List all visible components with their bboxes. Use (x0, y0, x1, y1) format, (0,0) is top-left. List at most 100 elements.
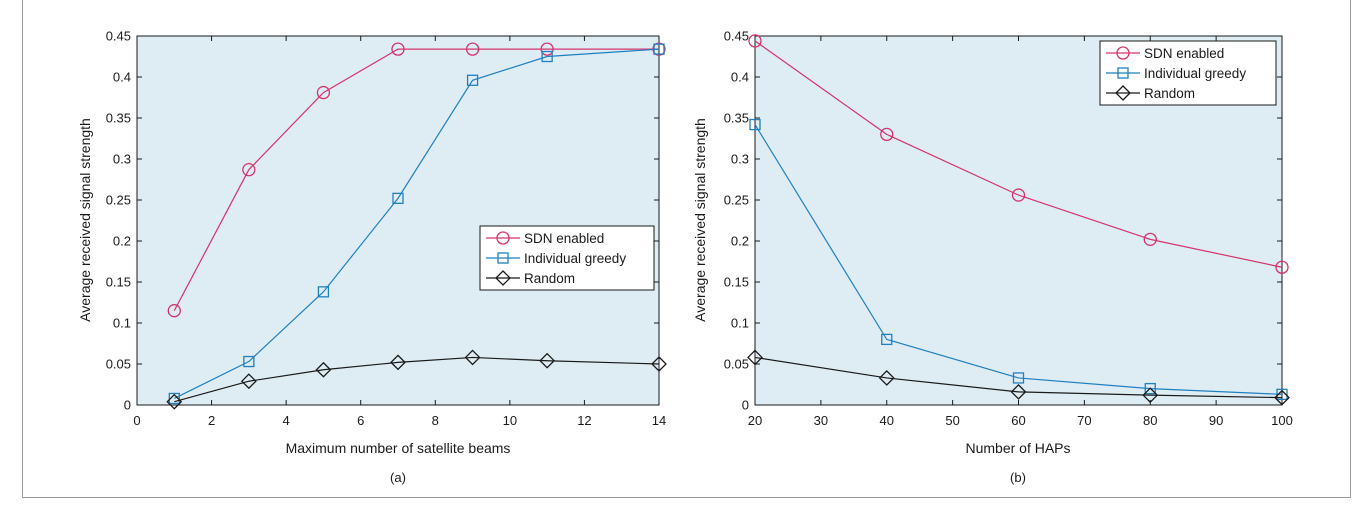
chart-a-point-individual-greedy (168, 392, 180, 405)
chart-a-point-individual-greedy (653, 43, 665, 55)
chart-a-legend-item-random: Random (486, 270, 575, 286)
chart-a-y-tick-label: 0 (124, 398, 131, 413)
chart-b-y-tick-label: 0.35 (724, 111, 749, 126)
chart-a-point-random (315, 361, 332, 378)
chart-b-point-individual-greedy (881, 333, 893, 346)
chart-b-x-tick-label: 40 (880, 413, 894, 428)
chart-b-caption: (b) (1010, 470, 1026, 485)
chart-b-legend-marker (1115, 85, 1131, 101)
chart-b-y-tick-labels: 0 0.05 0.1 0.15 0.2 0.25 0.3 0.35 0.4 0.45 (724, 29, 749, 413)
chart-a-x-tick-label: 0 (133, 413, 140, 428)
chart-a-point-individual-greedy (466, 74, 479, 86)
chart-b-x-tick-label: 80 (1143, 413, 1157, 428)
chart-a-point-random (539, 352, 556, 369)
chart-b-legend-label: Random (1144, 86, 1195, 101)
chart-b-x-tick-label: 30 (814, 413, 828, 428)
chart-b-y-tick-label: 0.4 (731, 70, 749, 85)
chart-b-legend-items: SDN enabled Individual greedy Random (1106, 46, 1246, 101)
chart-a-y-axis-label: Average received signal strength (77, 118, 93, 322)
chart-a-tick-marks (136, 35, 660, 406)
chart-a-series-individual-greedy (168, 43, 665, 405)
chart-a-point-sdn-enabled (540, 42, 554, 56)
chart-b-series-random (747, 349, 1290, 406)
chart-b-y-tick-label: 0.45 (724, 29, 749, 44)
chart-a-legend: SDN enabled Individual greedy Random (479, 225, 655, 291)
chart-a-y-tick-label: 0.3 (113, 152, 131, 167)
chart-a-point-sdn-enabled (242, 163, 256, 177)
chart-b-y-tick-label: 0.1 (731, 316, 749, 331)
chart-b-y-tick-label: 0.05 (724, 357, 749, 372)
chart-b-legend: SDN enabled Individual greedy Random (1099, 40, 1277, 106)
chart-b-point-individual-greedy (1144, 382, 1156, 395)
chart-b-legend-item-sdn-enabled: SDN enabled (1106, 46, 1224, 61)
chart-b-line-individual-greedy (754, 124, 1283, 395)
chart-a-series (166, 42, 667, 410)
chart-a-line-sdn-enabled (173, 48, 659, 311)
chart-a-point-individual-greedy (541, 50, 553, 63)
chart-b-point-sdn-enabled (1011, 188, 1026, 202)
chart-b-legend-marker (1116, 46, 1130, 60)
chart-a-legend-marker (497, 252, 509, 264)
chart-a-x-tick-label: 6 (357, 413, 364, 428)
chart-a-legend-item-sdn-enabled: SDN enabled (486, 231, 604, 246)
chart-b-point-random (747, 349, 763, 366)
chart-a-point-random (390, 354, 406, 371)
chart-b-series (747, 34, 1290, 406)
chart-b-point-sdn-enabled (1143, 232, 1157, 247)
chart-a-x-tick-label: 8 (432, 413, 439, 428)
chart-a-point-sdn-enabled (167, 304, 181, 318)
chart-b-y-tick-label: 0.2 (731, 234, 749, 249)
chart-b-y-tick-label: 0 (742, 398, 749, 413)
chart-b-point-sdn-enabled (1275, 260, 1289, 274)
chart-b-y-tick-label: 0.3 (731, 152, 749, 167)
chart-a-y-tick-label: 0.15 (106, 275, 131, 290)
chart-a-x-tick-label: 14 (652, 413, 666, 428)
chart-a-x-tick-label: 12 (577, 413, 591, 428)
chart-b-point-random (878, 370, 895, 386)
chart-a: 0 2 4 6 8 10 12 14 0 0.05 0.1 0.15 0.2 0.25 0.3 0.35 0.… (77, 29, 667, 485)
chart-a-point-random (651, 356, 667, 372)
chart-a-series-random (166, 349, 667, 410)
chart-a-y-tick-label: 0.1 (113, 316, 131, 331)
chart-b-y-tick-label: 0.15 (724, 275, 749, 290)
chart-b-x-tick-labels: 20 30 40 50 60 70 80 90 100 (748, 413, 1293, 428)
chart-a-y-tick-label: 0.35 (106, 111, 131, 126)
chart-b-series-sdn-enabled (748, 34, 1289, 274)
chart-b-point-individual-greedy (1276, 388, 1288, 400)
chart-a-legend-label: SDN enabled (524, 231, 604, 246)
chart-b-point-random (1142, 387, 1159, 404)
chart-b-point-sdn-enabled (880, 127, 894, 142)
chart-a-legend-label: Individual greedy (524, 251, 626, 266)
chart-b-x-tick-label: 20 (748, 413, 762, 428)
chart-a-legend-item-individual-greedy: Individual greedy (486, 251, 626, 266)
chart-b-point-random (1274, 389, 1290, 406)
chart-b-x-tick-label: 70 (1077, 413, 1091, 428)
chart-a-x-tick-label: 4 (283, 413, 290, 428)
chart-a-y-tick-labels: 0 0.05 0.1 0.15 0.2 0.25 0.3 0.35 0.4 0.45 (106, 29, 131, 413)
chart-a-point-random (166, 393, 183, 410)
chart-a-x-tick-labels: 0 2 4 6 8 10 12 14 (133, 413, 666, 428)
chart-a-point-random (464, 349, 481, 366)
chart-b-series-individual-greedy (749, 118, 1288, 400)
chart-a-point-sdn-enabled (316, 85, 331, 100)
chart-b-x-tick-label: 50 (945, 413, 959, 428)
chart-a-point-individual-greedy (317, 286, 330, 298)
chart-a-x-tick-label: 10 (503, 413, 517, 428)
chart-a-legend-label: Random (524, 271, 575, 286)
chart-a-x-axis-label: Maximum number of satellite beams (286, 440, 511, 456)
chart-a-plot-area (136, 35, 660, 406)
chart-a-legend-marker (495, 270, 511, 286)
chart-a-point-random (240, 373, 257, 390)
chart-b-x-tick-label: 100 (1271, 413, 1293, 428)
chart-b-legend-marker (1117, 67, 1129, 79)
chart-b: 20 30 40 50 60 70 80 90 100 00.050.10.150.20.250… (692, 29, 1293, 486)
chart-a-line-individual-greedy (174, 48, 660, 399)
chart-b-y-tick-label: 0.25 (724, 193, 749, 208)
chart-b-legend-label: Individual greedy (1144, 66, 1246, 81)
chart-b-legend-item-random: Random (1106, 85, 1195, 101)
figure-frame (22, 0, 1351, 498)
chart-b-line-sdn-enabled (754, 40, 1283, 268)
chart-b-point-individual-greedy (749, 118, 761, 131)
chart-a-y-tick-label: 0.2 (113, 234, 131, 249)
